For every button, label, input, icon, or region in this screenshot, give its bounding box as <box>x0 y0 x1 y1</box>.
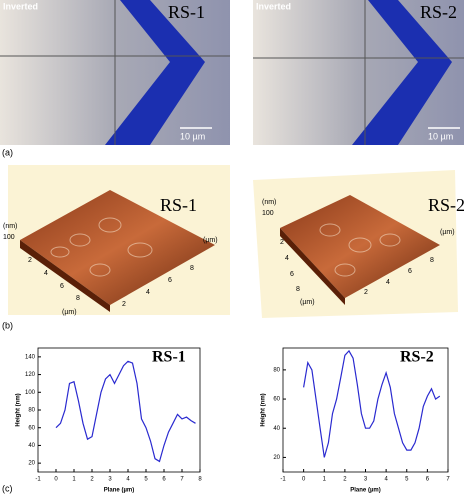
x-tick-label: 4 <box>384 477 388 483</box>
xy-tick: 8 <box>430 257 434 264</box>
z-unit: (nm) <box>3 223 17 230</box>
afm-label: RS-2 <box>428 195 464 215</box>
z-tick: 100 <box>262 210 274 217</box>
scale-label: 10 µm <box>180 131 205 141</box>
x-axis-label: Plane (µm) <box>104 488 134 494</box>
x-tick-label: 7 <box>446 477 450 483</box>
y-tick-label: 140 <box>25 354 36 360</box>
x-tick-label: 6 <box>162 477 166 483</box>
plot-area <box>282 347 449 473</box>
data-line <box>303 349 441 458</box>
panel-label: (c) <box>2 483 13 493</box>
x-tick-label: 5 <box>144 477 148 483</box>
x-tick-label: -1 <box>35 477 41 483</box>
x-tick-label: 0 <box>302 477 306 483</box>
x-tick-label: 3 <box>364 477 368 483</box>
x-axis-label: Plane (µm) <box>350 488 380 494</box>
x-tick-label: 4 <box>126 477 130 483</box>
data-line <box>55 360 196 463</box>
chart-title: RS-1 <box>152 349 186 366</box>
y-tick-label: 20 <box>28 461 35 467</box>
x-tick-label: 3 <box>108 477 112 483</box>
z-tick: 100 <box>3 234 15 241</box>
y-axis-label: Height (nm) <box>16 393 22 426</box>
xy-tick: 6 <box>290 271 294 278</box>
afm-surface <box>20 190 215 305</box>
xy-tick: 4 <box>146 289 150 296</box>
y-tick-label: 20 <box>273 455 280 461</box>
x-tick-label: 2 <box>343 477 347 483</box>
optical-image <box>0 0 230 145</box>
xy-tick: 2 <box>28 257 32 264</box>
y-tick-label: 100 <box>25 390 36 396</box>
y-tick-label: 60 <box>273 397 280 403</box>
xy-unit: (µm) <box>440 229 455 236</box>
scale-label: 10 µm <box>428 131 453 141</box>
x-tick-label: 6 <box>426 477 430 483</box>
afm-label: RS-1 <box>160 195 197 215</box>
xy-tick: 8 <box>190 265 194 272</box>
panel-label: (a) <box>2 147 13 157</box>
xy-unit: (µm) <box>300 299 315 306</box>
y-tick-label: 40 <box>28 443 35 449</box>
y-tick-label: 80 <box>273 367 280 373</box>
x-tick-label: 0 <box>54 477 58 483</box>
xy-unit: (µm) <box>203 237 218 244</box>
xy-tick: 4 <box>44 270 48 277</box>
xy-tick: 6 <box>168 277 172 284</box>
xy-tick: 6 <box>60 283 64 290</box>
y-tick-label: 80 <box>28 408 35 414</box>
y-tick-label: 40 <box>273 426 280 432</box>
xy-tick: 4 <box>386 279 390 286</box>
xy-tick: 8 <box>296 286 300 293</box>
x-tick-label: -1 <box>280 477 286 483</box>
x-tick-label: 7 <box>180 477 184 483</box>
x-tick-label: 1 <box>323 477 327 483</box>
xy-tick: 2 <box>280 239 284 246</box>
xy-tick: 2 <box>364 289 368 296</box>
plot-area <box>37 347 201 473</box>
x-tick-label: 2 <box>90 477 94 483</box>
z-unit: (nm) <box>262 199 276 206</box>
panel-label: (b) <box>2 320 13 330</box>
x-tick-label: 1 <box>72 477 76 483</box>
xy-tick: 4 <box>285 255 289 262</box>
x-tick-label: 8 <box>198 477 202 483</box>
y-tick-label: 120 <box>25 372 36 378</box>
xy-tick: 6 <box>408 268 412 275</box>
mode-label: Inverted <box>256 1 291 11</box>
chart-title: RS-2 <box>400 349 434 366</box>
mode-label: Inverted <box>3 1 38 11</box>
y-axis-label: Height (nm) <box>261 393 267 426</box>
image-label: RS-1 <box>168 2 205 22</box>
y-tick-label: 60 <box>28 425 35 431</box>
xy-tick: 2 <box>122 301 126 308</box>
afm-surface <box>280 195 440 298</box>
x-tick-label: 5 <box>405 477 409 483</box>
optical-image <box>253 0 464 145</box>
xy-tick: 8 <box>76 295 80 302</box>
image-label: RS-2 <box>420 2 457 22</box>
xy-unit: (µm) <box>62 309 77 316</box>
